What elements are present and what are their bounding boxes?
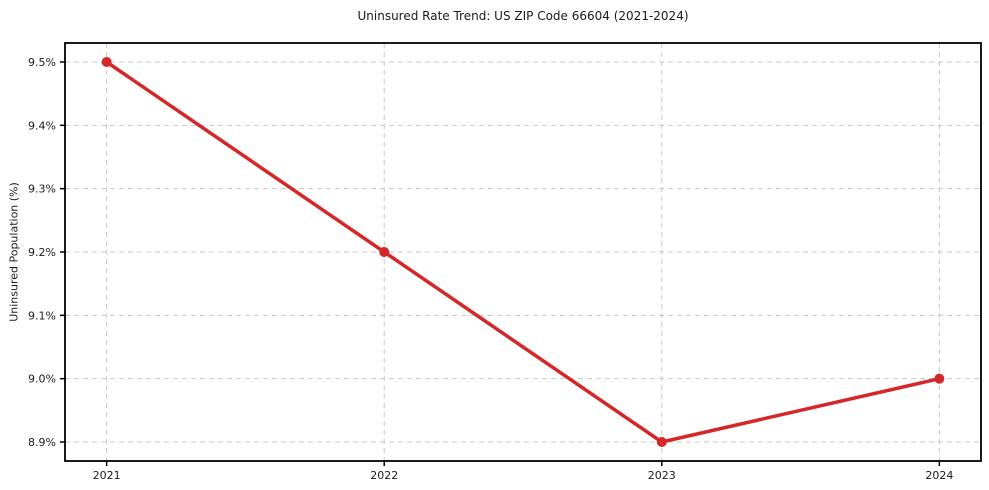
x-tick-label: 2024 [925, 469, 953, 482]
trend-line [104, 60, 942, 444]
y-tick-label: 9.2% [28, 246, 56, 259]
data-point-2021 [101, 57, 112, 67]
y-tick-label: 9.4% [28, 119, 56, 132]
plot-area: 2021 2022 2023 2024 8.9% 9.0% 9.1% 9.2% 9.3% 9.4%… [28, 42, 982, 482]
data-point-2023 [656, 437, 667, 447]
data-point-2024 [934, 373, 945, 384]
plot-border [64, 42, 982, 462]
data-point-2022 [379, 247, 390, 257]
x-tick-label: 2021 [93, 469, 121, 482]
y-tick-label: 8.9% [28, 436, 56, 449]
x-tick-label: 2022 [370, 469, 398, 482]
y-tick-label: 9.0% [28, 373, 56, 386]
x-tick-label: 2023 [648, 469, 676, 482]
chart-title: Uninsured Rate Trend: US ZIP Code 66604 … [357, 9, 689, 23]
y-tick-label: 9.1% [28, 309, 56, 322]
y-axis-label: Uninsured Population (%) [7, 182, 21, 322]
y-tick-label: 9.3% [28, 183, 56, 196]
y-tick-label: 9.5% [28, 56, 56, 69]
